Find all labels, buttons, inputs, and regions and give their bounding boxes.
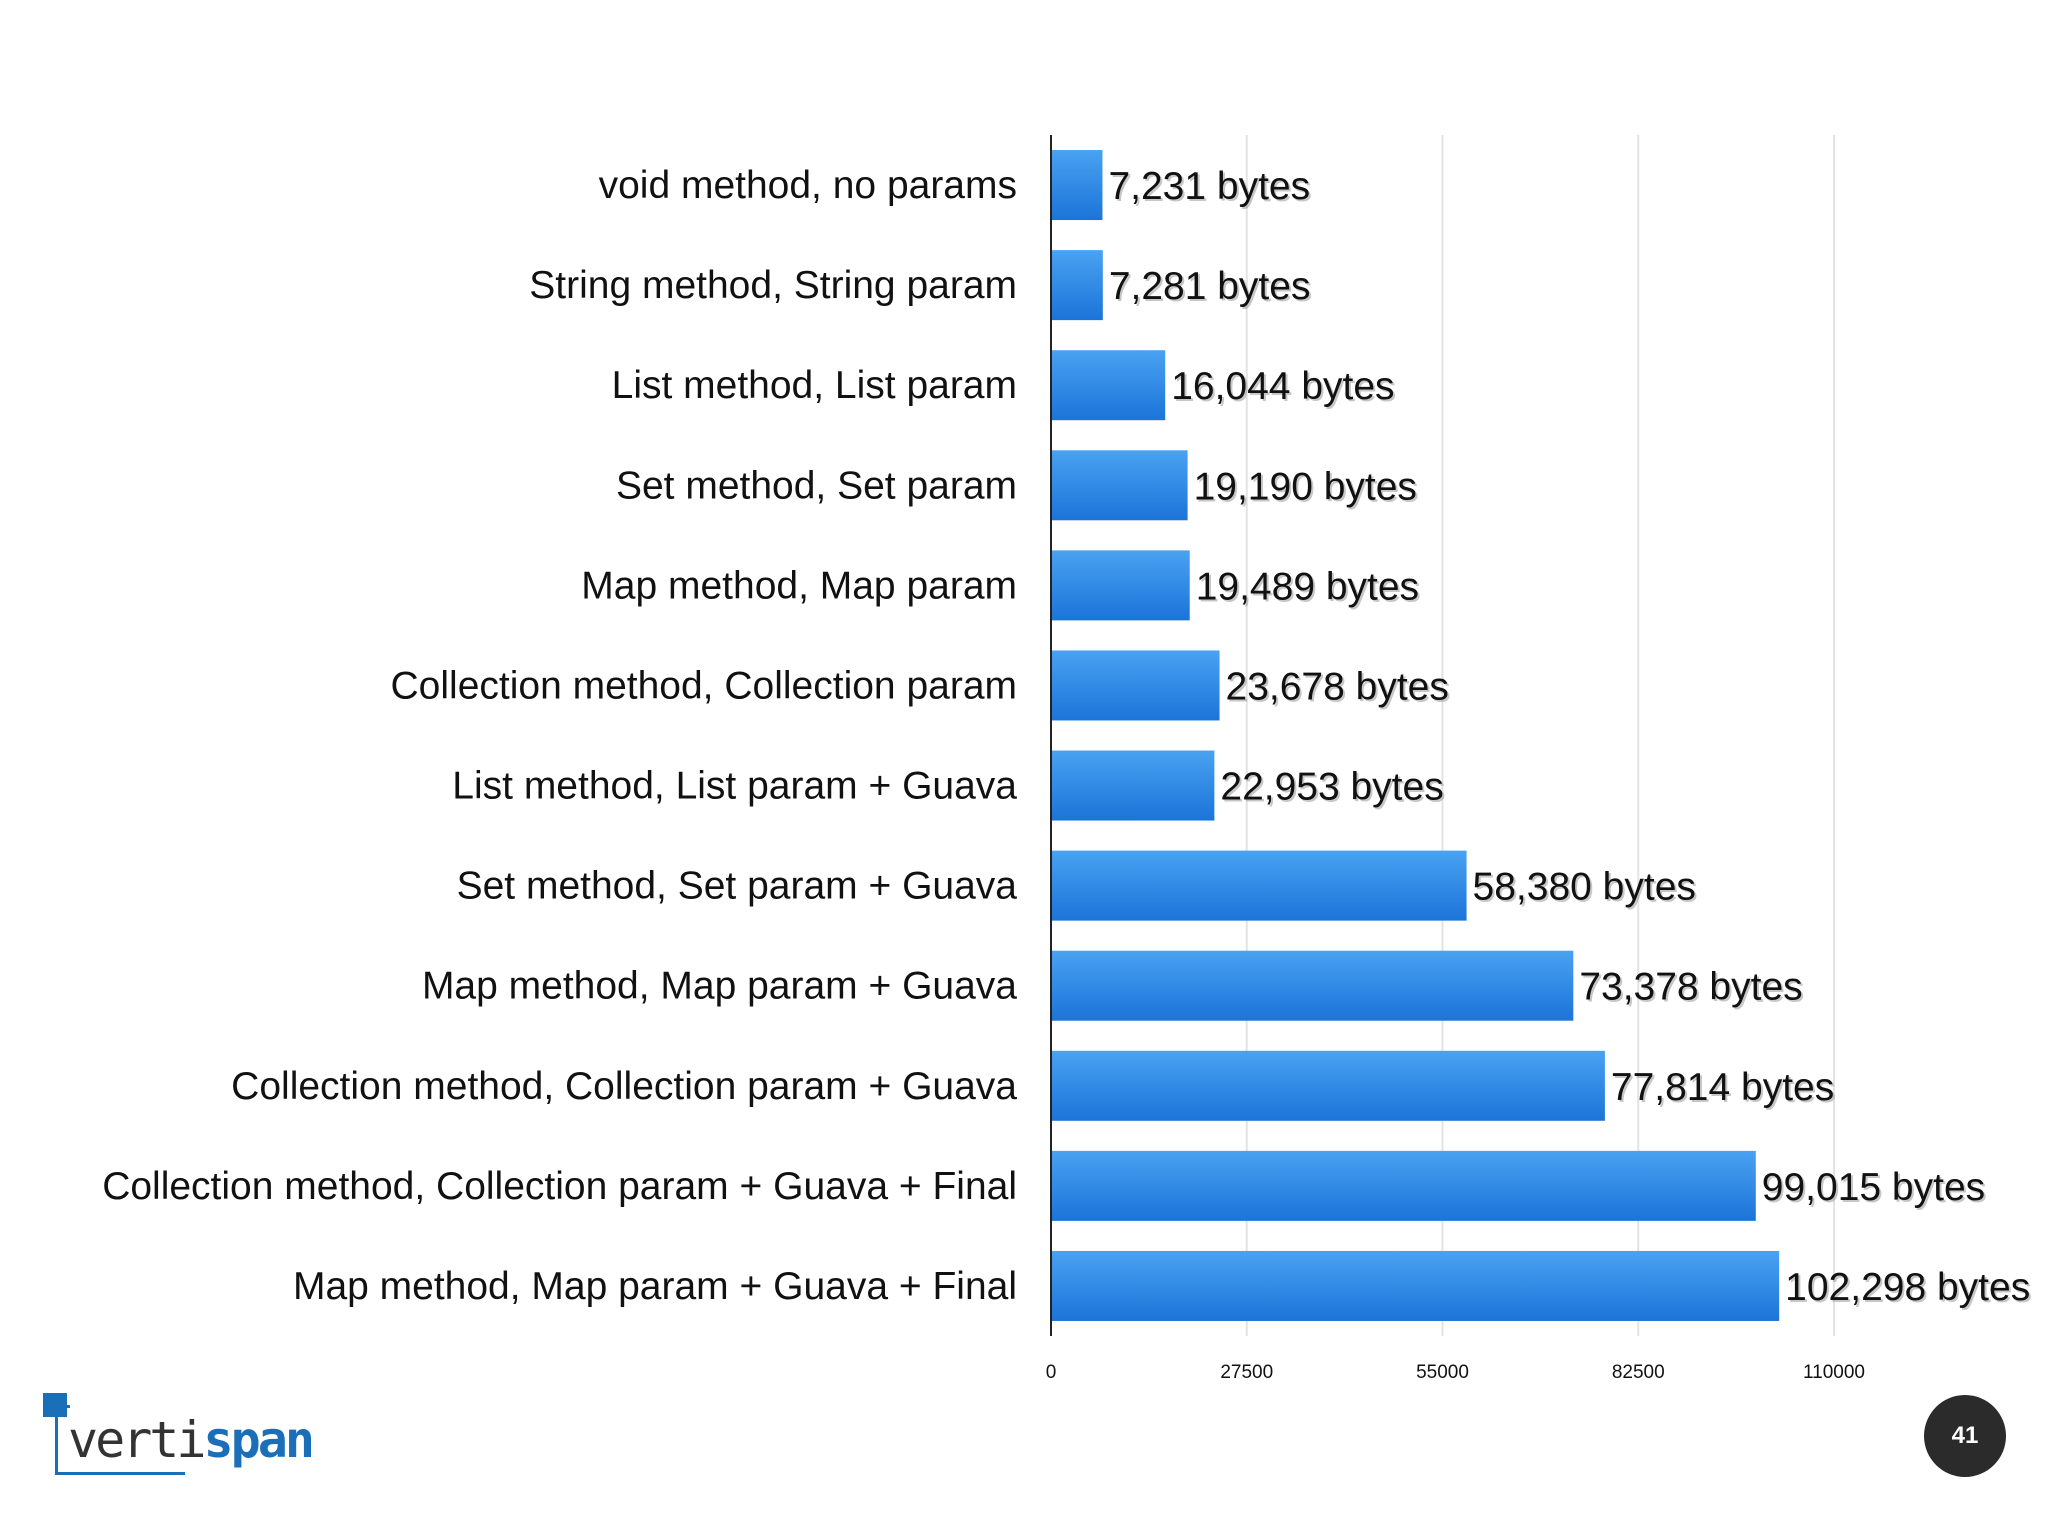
bar [1051, 750, 1215, 821]
bar [1051, 1250, 1780, 1321]
data-label: 99,015 bytes [1762, 1166, 1985, 1209]
data-label-shadow: 77,814 bytes [1613, 1068, 1836, 1111]
category-label: Map method, Map param + Guava + Final [293, 1265, 1017, 1308]
bar [1051, 550, 1190, 621]
logo-text-part1: verti [68, 1411, 207, 1469]
gridlines [1245, 135, 1835, 1336]
data-label-shadow: 99,015 bytes [1764, 1168, 1987, 1211]
data-label-shadow: 19,489 bytes [1198, 567, 1421, 610]
bar [1051, 1150, 1756, 1221]
data-label: 16,044 bytes [1171, 365, 1394, 408]
page-number-badge: 41 [1924, 1395, 2006, 1477]
x-tick-label: 27500 [1220, 1362, 1273, 1383]
bar [1051, 250, 1103, 321]
category-label: String method, String param [529, 264, 1017, 307]
category-label: List method, List param [612, 364, 1017, 407]
data-label-shadow: 58,380 bytes [1475, 868, 1698, 911]
data-label: 23,678 bytes [1226, 665, 1449, 708]
data-label: 102,298 bytes [1785, 1266, 2030, 1309]
data-label: 7,231 bytes [1108, 165, 1310, 208]
bar [1051, 450, 1188, 521]
vertispan-logo: vertispan [40, 1390, 315, 1490]
data-label-shadow: 23,678 bytes [1228, 667, 1451, 710]
x-tick-label: 82500 [1612, 1362, 1665, 1383]
category-label: Map method, Map param + Guava [422, 965, 1017, 1008]
category-label: Collection method, Collection param [391, 664, 1017, 707]
bar [1051, 650, 1220, 721]
logo-square [43, 1393, 67, 1417]
data-label-shadow: 73,378 bytes [1581, 968, 1804, 1011]
x-tick-label: 55000 [1416, 1362, 1469, 1383]
logo-text: vertispan [68, 1411, 315, 1469]
logo-text-part2: span [203, 1411, 315, 1469]
category-label: Map method, Map param [581, 564, 1017, 607]
category-label: Collection method, Collection param + Gu… [102, 1165, 1017, 1208]
data-label: 19,489 bytes [1196, 565, 1419, 608]
category-label: List method, List param + Guava [452, 765, 1017, 808]
logo-bracket-mask [70, 1402, 190, 1410]
bar [1051, 850, 1467, 921]
data-label: 73,378 bytes [1579, 966, 1802, 1009]
data-label-shadow: 7,281 bytes [1111, 267, 1313, 310]
data-label: 58,380 bytes [1473, 866, 1696, 909]
data-label-shadow: 102,298 bytes [1787, 1268, 2032, 1311]
data-label: 19,190 bytes [1194, 465, 1417, 508]
x-tick-label: 0 [1046, 1362, 1057, 1383]
x-tick-label: 110000 [1803, 1362, 1865, 1383]
data-label-shadow: 22,953 bytes [1222, 768, 1445, 811]
bar [1051, 1050, 1605, 1121]
data-label: 22,953 bytes [1220, 766, 1443, 809]
category-label: Collection method, Collection param + Gu… [231, 1065, 1017, 1108]
bar [1051, 950, 1574, 1021]
labels: 0 27500 55000 82500 110000 void method, no pa… [102, 164, 2032, 1383]
bar [1051, 150, 1103, 221]
data-label-shadow: 16,044 bytes [1173, 367, 1396, 410]
bar [1051, 350, 1166, 421]
bars [1051, 150, 1780, 1321]
category-label: Set method, Set param [616, 464, 1017, 507]
data-label: 7,281 bytes [1109, 265, 1311, 308]
data-label-shadow: 7,231 bytes [1110, 167, 1312, 210]
category-label: void method, no params [599, 164, 1017, 207]
data-label: 77,814 bytes [1611, 1066, 1834, 1109]
data-label-shadow: 19,190 bytes [1196, 467, 1419, 510]
category-label: Set method, Set param + Guava [457, 865, 1018, 908]
